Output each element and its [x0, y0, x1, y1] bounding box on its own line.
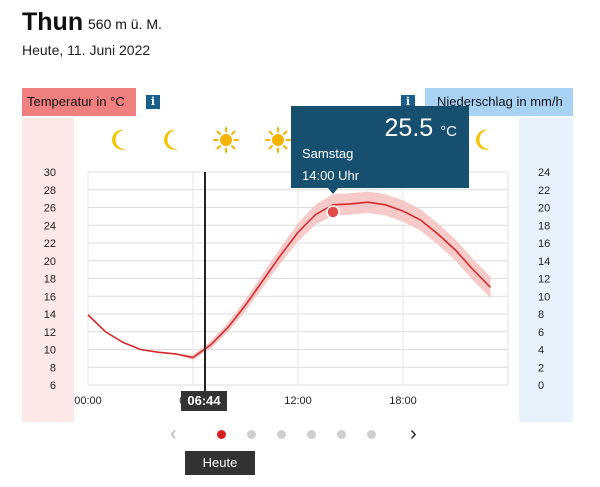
- right-tick-label: 14: [538, 256, 550, 268]
- right-tick-label: 4: [538, 345, 544, 357]
- left-tick-label: 14: [44, 309, 56, 321]
- moon-shape: [164, 129, 178, 150]
- left-axis-ticks: 30 28 26 24 22 20 18 16 14 12 10 8 6: [44, 167, 56, 392]
- right-tick-label: 10: [538, 291, 550, 303]
- right-tick-label: 6: [538, 327, 544, 339]
- right-tick-label: 12: [538, 274, 550, 286]
- sun-ray: [231, 145, 236, 150]
- left-tick-label: 22: [44, 238, 56, 250]
- pagination-dot[interactable]: [307, 430, 316, 439]
- page-title: Thun: [22, 8, 84, 36]
- sun-ray: [231, 130, 236, 135]
- weather-icons: [112, 127, 490, 153]
- sun-ray: [268, 130, 273, 135]
- right-tick-label: 18: [538, 220, 550, 232]
- sun-core: [272, 134, 284, 146]
- right-tick-label: 2: [538, 362, 544, 374]
- tooltip-value: 25.5: [384, 114, 434, 142]
- precipitation-axis-band: [519, 118, 573, 422]
- pagination-dot[interactable]: [337, 430, 346, 439]
- temperature-series: [87, 191, 492, 361]
- date-label: Heute, 11. Juni 2022: [22, 42, 151, 58]
- prev-day-button[interactable]: ‹: [170, 423, 177, 445]
- left-tick-label: 28: [44, 185, 56, 197]
- tooltip-day: Samstag: [302, 146, 354, 161]
- left-tick-label: 30: [44, 167, 56, 179]
- highlight-point: [326, 205, 340, 219]
- pagination-dot[interactable]: [217, 430, 226, 439]
- sun-ray: [283, 145, 288, 150]
- sun-ray: [283, 130, 288, 135]
- sun-ray: [268, 145, 273, 150]
- tooltip-arrow: [327, 187, 339, 194]
- left-tick-label: 12: [44, 327, 56, 339]
- moon-icon: [476, 129, 490, 150]
- x-tick-label: 18:00: [389, 395, 417, 407]
- left-tick-label: 10: [44, 345, 56, 357]
- right-tick-label: 24: [538, 167, 550, 179]
- temperature-line: [87, 201, 492, 359]
- temperature-band: [88, 191, 491, 361]
- left-tick-label: 24: [44, 220, 56, 232]
- left-tick-label: 20: [44, 256, 56, 268]
- right-tick-label: 20: [538, 203, 550, 215]
- altitude-label: 560 m ü. M.: [88, 16, 162, 32]
- sun-core: [220, 134, 232, 146]
- highlight-group: [326, 205, 340, 219]
- pagination-dot[interactable]: [277, 430, 286, 439]
- tooltip-unit: °C: [440, 123, 457, 140]
- now-time-badge: 06:44: [181, 391, 227, 411]
- pagination-dot[interactable]: [367, 430, 376, 439]
- pagination-dot[interactable]: [247, 430, 256, 439]
- temperature-info-icon[interactable]: i: [146, 95, 160, 109]
- next-day-button[interactable]: ›: [410, 423, 417, 445]
- temperature-axis-title: Temperatur in °C: [22, 88, 136, 116]
- chart-grid: [87, 171, 509, 386]
- right-tick-label: 0: [538, 380, 544, 392]
- sun-ray: [216, 145, 221, 150]
- temperature-axis-band: [22, 118, 74, 422]
- left-tick-label: 16: [44, 291, 56, 303]
- left-tick-label: 18: [44, 274, 56, 286]
- right-tick-label: 16: [538, 238, 550, 250]
- right-tick-label: 22: [538, 185, 550, 197]
- today-button[interactable]: Heute: [185, 451, 255, 475]
- x-tick-label: 12:00: [284, 395, 312, 407]
- right-tick-label: 8: [538, 309, 544, 321]
- x-tick-label: 00:00: [74, 395, 102, 407]
- moon-icon: [164, 129, 178, 150]
- moon-shape: [476, 129, 490, 150]
- precipitation-info-icon[interactable]: i: [401, 95, 415, 109]
- moon-icon: [112, 129, 126, 150]
- left-tick-label: 6: [50, 380, 56, 392]
- data-tooltip: 25.5 °C Samstag 14:00 Uhr: [291, 106, 469, 188]
- tooltip-time: 14:00 Uhr: [302, 168, 360, 183]
- tooltip-pointer: [327, 187, 339, 194]
- left-tick-label: 26: [44, 203, 56, 215]
- sun-icon: [213, 127, 239, 153]
- sun-ray: [216, 130, 221, 135]
- left-tick-label: 8: [50, 362, 56, 374]
- moon-shape: [112, 129, 126, 150]
- sun-icon: [265, 127, 291, 153]
- tooltip-temperature: 25.5 °C: [385, 114, 457, 143]
